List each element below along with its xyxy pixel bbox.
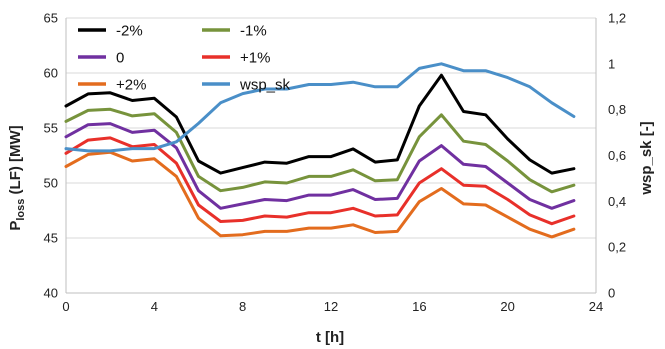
y-tick-label: 40 [44, 286, 58, 301]
legend: -2% -1% 0 +1% +2% wsp_sk [78, 23, 291, 94]
series-line--2pct [64, 150, 576, 239]
y2-tick-label: 0,4 [608, 194, 626, 209]
y2-tick-label: 0,2 [608, 240, 626, 255]
legend-label: -1% [240, 23, 267, 40]
series-line--2pct [64, 73, 576, 175]
series-line-wsp_sk [64, 62, 576, 153]
y2-tick-label: 0 [608, 286, 615, 301]
axes: 40 45 50 55 60 65 0 0,2 0,4 0,6 0,8 1 1,2 0 4 8 12 16 20 24 [44, 11, 627, 315]
series-line--1pct [64, 136, 576, 226]
x-tick-label: 4 [151, 299, 158, 314]
y-axis-title-main: P [7, 221, 24, 231]
legend-label: +1% [240, 50, 270, 67]
x-tick-label: 16 [412, 299, 426, 314]
y-axis-title: Ploss (LF) [MW] [7, 125, 27, 230]
y2-tick-label: 1,2 [608, 11, 626, 26]
y2-tick-label: 0,6 [608, 148, 626, 163]
y-axis-title-rest: (LF) [MW] [7, 125, 24, 198]
y-axis-title-subscript: loss [15, 199, 27, 221]
y-tick-label: 60 [44, 66, 58, 81]
series-line--1pct [64, 107, 576, 194]
x-axis-title: t [h] [316, 329, 344, 346]
x-tick-label: 8 [239, 299, 246, 314]
x-tick-label: 12 [324, 299, 338, 314]
y-tick-label: 65 [44, 11, 58, 26]
legend-label: +2% [116, 77, 146, 94]
series-line-0 [64, 122, 576, 210]
x-tick-label: 20 [500, 299, 514, 314]
legend-label: -2% [116, 23, 143, 40]
y2-tick-label: 1 [608, 56, 615, 71]
legend-label: 0 [116, 50, 124, 67]
legend-label: wsp_sk [239, 77, 291, 94]
plot-series [64, 62, 576, 239]
y-tick-label: 45 [44, 231, 58, 246]
x-tick-label: 24 [589, 299, 603, 314]
y2-tick-label: 0,8 [608, 102, 626, 117]
y2-axis-title: wsp_sk [-] [638, 121, 655, 195]
y-tick-label: 55 [44, 121, 58, 136]
x-tick-label: 0 [62, 299, 69, 314]
y-tick-label: 50 [44, 176, 58, 191]
